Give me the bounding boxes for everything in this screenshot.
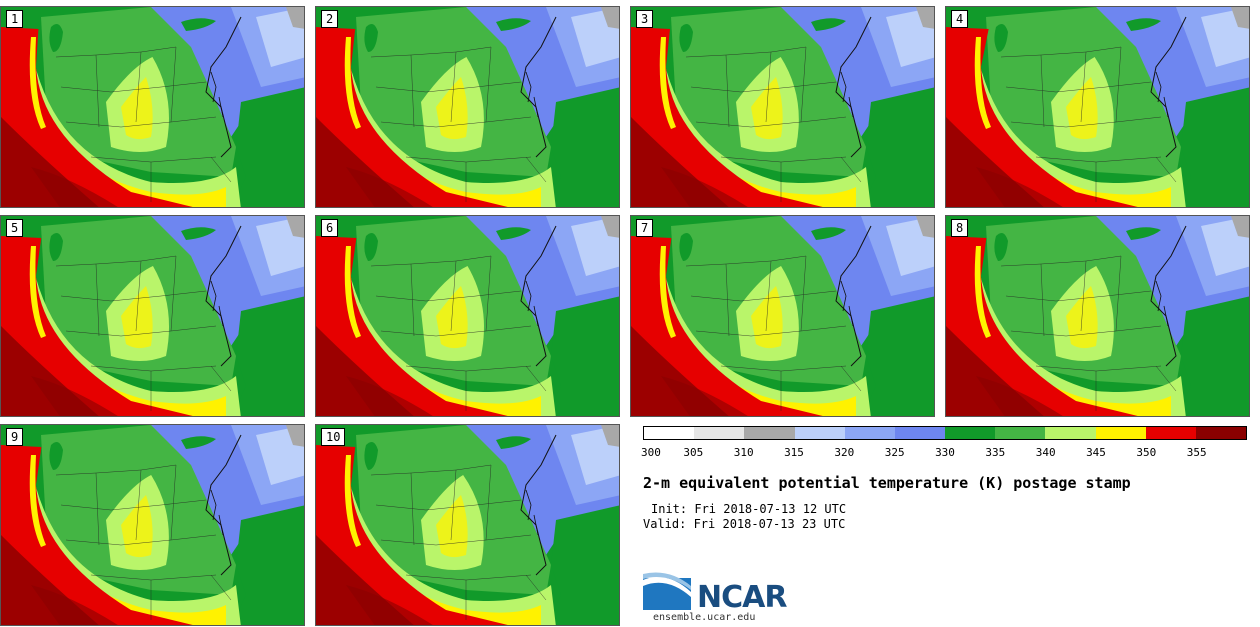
map-panel: 4 [945,6,1250,208]
colorbar-segment [1145,427,1196,439]
member-label: 10 [321,428,346,446]
figure-title: 2-m equivalent potential temperature (K)… [643,474,1131,492]
colorbar-tick-label: 345 [1086,446,1106,459]
member-label: 9 [6,428,24,446]
map-panel: 7 [630,215,935,417]
member-label: 3 [636,10,654,28]
colorbar-tick-label: 305 [683,446,704,459]
colorbar [643,426,1247,440]
colorbar-tick-label: 330 [935,446,955,459]
colorbar-segment [1195,427,1247,439]
member-label: 7 [636,219,654,237]
map-panel: 3 [630,6,935,208]
colorbar-segment [894,427,946,439]
ncar-logo-icon [643,572,691,610]
member-label: 2 [321,10,339,28]
ncar-wordmark: NCAR [697,580,787,615]
colorbar-tick-label: 300 [641,446,661,459]
colorbar-tick-label: 310 [733,446,754,459]
init-time: Init: Fri 2018-07-13 12 UTC [651,502,847,516]
colorbar-segment [844,427,895,439]
colorbar-tick-label: 355 [1186,446,1207,459]
colorbar-segment [1095,427,1146,439]
colorbar-segment [945,427,996,439]
colorbar-segment [644,427,695,439]
colorbar-segment [794,427,845,439]
valid-time: Valid: Fri 2018-07-13 23 UTC [643,517,846,531]
colorbar-ticks: 300 305 310 315 320 325 330 335 340 345 350 355 [641,446,1247,460]
map-panel: 9 [0,424,305,626]
map-panel: 5 [0,215,305,417]
logo-url: ensemble.ucar.edu [653,612,756,623]
colorbar-tick-label: 350 [1136,446,1157,459]
colorbar-tick-label: 340 [1035,446,1056,459]
colorbar-tick-label: 335 [985,446,1006,459]
map-panel: 10 [315,424,620,626]
map-panel: 1 [0,6,305,208]
colorbar-segment [995,427,1046,439]
colorbar-tick-label: 315 [784,446,804,459]
map-panel: 8 [945,215,1250,417]
member-label: 6 [321,219,339,237]
colorbar-tick-label: 325 [884,446,905,459]
colorbar-tick-label: 320 [834,446,855,459]
colorbar-segment [1045,427,1096,439]
map-panel: 2 [315,6,620,208]
member-label: 8 [951,219,969,237]
member-label: 1 [6,10,24,28]
colorbar-segment [694,427,745,439]
map-panel: 6 [315,215,620,417]
member-label: 4 [951,10,969,28]
colorbar-segment [744,427,795,439]
member-label: 5 [6,219,24,237]
